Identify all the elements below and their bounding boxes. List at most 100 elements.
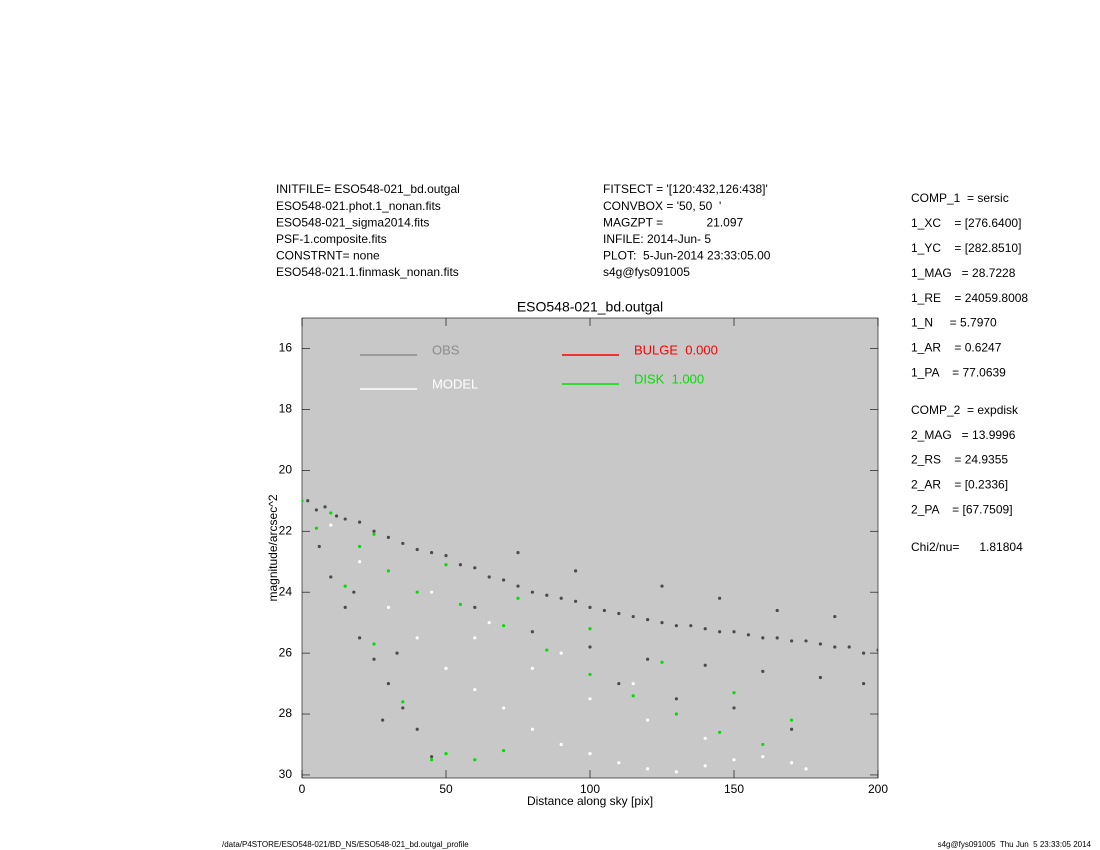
legend-label: MODEL: [432, 376, 478, 391]
data-point: [646, 767, 650, 771]
data-point: [381, 718, 385, 722]
data-point: [343, 584, 347, 588]
data-point: [372, 529, 376, 533]
data-point: [732, 706, 736, 710]
data-point: [761, 755, 765, 759]
data-point: [530, 666, 535, 670]
data-point: [674, 770, 679, 774]
data-point: [790, 639, 794, 643]
x-tick-label: 200: [868, 782, 888, 796]
data-point: [545, 593, 549, 597]
parameter: 1_AR = 0.6247: [911, 341, 1002, 355]
parameter: 1_N = 5.7970: [911, 316, 997, 330]
parameter: 2_RS = 24.9355: [911, 453, 1008, 467]
data-point: [352, 590, 356, 594]
y-tick-label: 24: [279, 584, 293, 598]
data-point: [674, 712, 679, 716]
data-point: [646, 657, 650, 661]
data-point: [473, 566, 477, 570]
data-point: [473, 605, 477, 610]
data-point: [818, 642, 823, 646]
data-point: [502, 748, 506, 753]
data-point: [761, 636, 765, 640]
data-point: [703, 663, 707, 667]
data-point: [444, 666, 448, 670]
data-point: [804, 767, 808, 771]
parameter: Chi2/nu= 1.81804: [911, 540, 1023, 554]
data-point: [430, 590, 434, 594]
data-point: [502, 578, 506, 582]
data-point: [732, 691, 736, 695]
data-point: [473, 636, 477, 640]
data-point: [617, 761, 621, 765]
data-point: [530, 727, 535, 731]
data-point: [487, 575, 491, 579]
data-point: [718, 596, 722, 600]
legend-label: DISK 1.000: [634, 371, 704, 386]
data-point: [703, 627, 707, 631]
data-point: [415, 727, 419, 731]
data-point: [660, 660, 664, 664]
header-middle-line: FITSECT = '[120:432,126:438]': [603, 182, 768, 196]
x-axis-label: Distance along sky [pix]: [527, 794, 653, 808]
data-point: [302, 499, 304, 503]
data-point: [314, 526, 318, 530]
data-point: [473, 758, 477, 762]
data-point: [444, 554, 448, 558]
legend-label: OBS: [432, 342, 460, 357]
header-middle-line: CONVBOX = '50, 50 ': [603, 199, 721, 213]
data-point: [415, 636, 419, 640]
y-axis-label: magnitude/arcsec^2: [266, 494, 280, 601]
data-point: [746, 633, 751, 637]
data-point: [559, 651, 563, 655]
y-tick-label: 28: [279, 706, 293, 720]
data-point: [833, 645, 837, 649]
parameter: 1_XC = [276.6400]: [911, 216, 1021, 230]
data-point: [372, 642, 376, 646]
data-point: [444, 752, 448, 756]
data-point: [502, 706, 506, 710]
data-point: [401, 700, 405, 704]
data-point: [790, 718, 794, 722]
parameter: 2_AR = [0.2336]: [911, 478, 1008, 492]
header-middle-line: s4g@fys091005: [603, 265, 690, 279]
data-point: [306, 499, 310, 503]
data-point: [334, 514, 339, 518]
data-point: [559, 742, 563, 747]
data-point: [516, 596, 520, 600]
data-point: [732, 630, 736, 634]
y-tick-label: 16: [279, 341, 293, 355]
data-point: [588, 752, 592, 756]
parameter: COMP_2 = expdisk: [911, 403, 1019, 417]
data-point: [674, 697, 679, 701]
data-point: [732, 758, 736, 762]
legend-label: BULGE 0.000: [634, 342, 718, 357]
data-point: [876, 648, 878, 652]
data-point: [818, 675, 823, 680]
data-point: [790, 727, 794, 731]
data-point: [343, 517, 347, 521]
x-tick-label: 150: [724, 782, 744, 796]
header-middle-line: PLOT: 5-Jun-2014 23:33:05.00: [603, 249, 771, 263]
data-point: [833, 614, 837, 619]
y-tick-label: 20: [279, 462, 293, 476]
y-tick-label: 22: [279, 523, 293, 537]
footer-left: /data/P4STORE/ESO548-021/BD_NS/ESO548-02…: [222, 840, 469, 849]
data-point: [502, 624, 506, 628]
data-point: [559, 596, 563, 600]
data-point: [588, 627, 592, 631]
data-point: [487, 621, 491, 625]
data-point: [631, 614, 635, 619]
data-point: [329, 523, 333, 527]
data-point: [444, 563, 448, 567]
data-point: [430, 755, 434, 759]
header-middle-line: MAGZPT = 21.097: [603, 215, 743, 229]
data-point: [415, 590, 419, 594]
data-point: [617, 611, 621, 616]
footer-right: s4g@fys091005 Thu Jun 5 23:33:05 2014: [938, 840, 1092, 849]
data-point: [703, 764, 707, 768]
data-point: [574, 569, 578, 573]
parameter: 1_RE = 24059.8008: [911, 291, 1028, 305]
data-point: [660, 584, 664, 588]
data-point: [314, 508, 318, 512]
